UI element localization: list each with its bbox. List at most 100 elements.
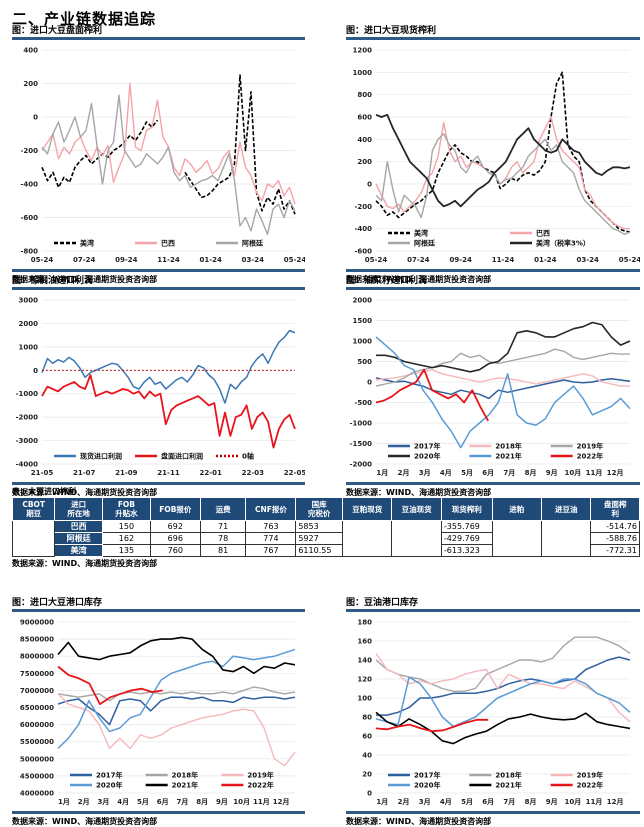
svg-text:12月: 12月: [607, 469, 624, 477]
series-line: [57, 665, 163, 705]
futures-margin-cell: -588.76: [590, 532, 640, 545]
origin-cell: 美湾: [54, 544, 103, 557]
svg-text:21-11: 21-11: [157, 469, 180, 477]
series-line: [57, 648, 296, 750]
svg-text:-1000: -1000: [350, 420, 373, 428]
svg-text:9月: 9月: [546, 469, 558, 477]
divider: [12, 37, 305, 40]
svg-text:5500000: 5500000: [20, 738, 54, 746]
svg-text:4月: 4月: [117, 798, 129, 806]
svg-text:03-24: 03-24: [242, 256, 265, 264]
svg-text:22-03: 22-03: [242, 469, 265, 477]
svg-text:05-24: 05-24: [284, 256, 305, 264]
svg-text:0: 0: [33, 114, 38, 122]
col-origin: 进口 所在地: [54, 497, 103, 521]
svg-text:6月: 6月: [482, 469, 494, 477]
svg-text:7月: 7月: [176, 798, 188, 806]
chart-soy-futures-margin: 图：进口大豆盘面榨利 400 200 0 -200 -400 -600 -800 05-24 07…: [12, 25, 306, 285]
series-line: [375, 652, 631, 723]
svg-text:1月: 1月: [376, 469, 388, 477]
duty-paid-cell: 5927: [295, 532, 343, 545]
svg-text:100: 100: [357, 695, 372, 703]
svg-text:1200: 1200: [353, 47, 373, 55]
chart-title: 图：油菜籽进口利润: [346, 276, 428, 286]
series-line: [375, 368, 489, 422]
spot-margin-cell: -355.769: [440, 520, 493, 533]
svg-text:60: 60: [362, 733, 372, 741]
svg-text:2021年: 2021年: [172, 781, 198, 790]
series-line: [375, 369, 630, 387]
oil-spot-cell: [391, 520, 442, 557]
table-title: 表：大豆进口榨利: [12, 487, 76, 496]
svg-text:6000000: 6000000: [20, 721, 54, 729]
divider: [346, 269, 640, 272]
svg-text:2020年: 2020年: [414, 452, 440, 461]
cnf-cell: 767: [245, 544, 297, 557]
chart-source: 数据来源：WIND、海通期货投资咨询部: [12, 817, 158, 826]
chart-plot: 180 160 140 120 100 80 60 40 20 0 1月 2月 3月 4月 5月 6月 7月 8月…: [357, 619, 631, 806]
svg-text:2月: 2月: [398, 798, 410, 806]
svg-text:11-24: 11-24: [492, 256, 515, 264]
svg-text:-400: -400: [354, 225, 372, 233]
fob-premium-cell: 162: [101, 532, 151, 545]
col-fob-premium: FOB 升贴水: [101, 497, 151, 521]
svg-text:2022年: 2022年: [577, 781, 603, 790]
chart-soy-port-inventory: 图：进口大豆港口库存 9000000 8500000 8000000 7500000 70…: [12, 597, 305, 827]
svg-text:-1000: -1000: [16, 390, 39, 398]
col-fob: FOB报价: [149, 497, 201, 521]
svg-text:400: 400: [357, 136, 372, 144]
svg-text:7月: 7月: [503, 798, 515, 806]
series-line: [375, 336, 631, 449]
svg-text:阿根廷: 阿根廷: [242, 239, 264, 248]
duty-paid-cell: 6110.55: [295, 544, 343, 557]
svg-text:巴西: 巴西: [161, 240, 175, 248]
series-line: [57, 686, 296, 702]
svg-text:11月: 11月: [253, 798, 270, 806]
svg-text:01-24: 01-24: [199, 256, 222, 264]
svg-text:11月: 11月: [586, 469, 603, 477]
col-cbot: CBOT 期豆: [11, 497, 56, 521]
svg-text:8月: 8月: [196, 798, 208, 806]
svg-text:2019年: 2019年: [247, 771, 273, 780]
freight-cell: 78: [199, 532, 247, 545]
svg-text:0: 0: [367, 790, 372, 798]
svg-text:500: 500: [357, 358, 372, 366]
spot-margin-cell: -613.323: [440, 544, 493, 557]
section-title: 二、产业链数据追踪: [12, 10, 157, 28]
svg-text:9月: 9月: [216, 798, 228, 806]
svg-text:6500000: 6500000: [20, 704, 54, 712]
series-line: [375, 71, 631, 233]
svg-text:-200: -200: [354, 203, 372, 211]
series-line: [375, 116, 630, 230]
svg-text:800: 800: [357, 91, 372, 99]
svg-text:21-07: 21-07: [73, 469, 96, 477]
svg-text:2018年: 2018年: [495, 771, 521, 780]
svg-text:2021年: 2021年: [495, 452, 521, 461]
svg-text:5000000: 5000000: [20, 755, 54, 763]
col-freight: 运费: [199, 497, 247, 521]
svg-text:-600: -600: [20, 214, 38, 222]
svg-text:2018年: 2018年: [495, 442, 521, 451]
svg-text:40: 40: [362, 752, 372, 760]
series-line: [41, 74, 296, 215]
svg-text:-200: -200: [20, 147, 38, 155]
svg-text:-2000: -2000: [16, 414, 39, 422]
svg-text:200: 200: [23, 80, 38, 88]
svg-text:-3000: -3000: [16, 437, 39, 445]
svg-text:12月: 12月: [607, 798, 624, 806]
svg-text:-400: -400: [20, 181, 38, 189]
svg-text:7500000: 7500000: [20, 670, 54, 678]
origin-cell: 巴西: [54, 520, 103, 533]
svg-text:-500: -500: [354, 399, 372, 407]
svg-text:1月: 1月: [376, 798, 388, 806]
series-line: [57, 636, 296, 675]
svg-text:4500000: 4500000: [20, 772, 54, 780]
svg-text:03-24: 03-24: [576, 256, 599, 264]
freight-cell: 81: [199, 544, 247, 557]
svg-text:巴西: 巴西: [536, 230, 550, 238]
svg-text:2017年: 2017年: [414, 771, 440, 780]
chart-rapeseed-import-profit: 图：油菜籽进口利润 2000 1500 1000 500 0 -500 -1000 -1500 -…: [346, 275, 640, 498]
svg-text:200: 200: [357, 158, 372, 166]
svg-text:2019年: 2019年: [577, 771, 603, 780]
